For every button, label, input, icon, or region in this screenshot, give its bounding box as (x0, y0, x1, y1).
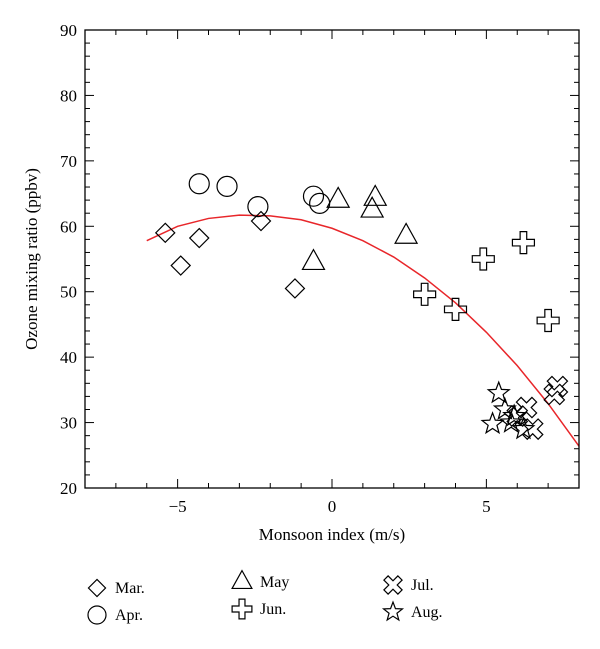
data-point-aug (486, 380, 511, 404)
y-tick-label: 90 (60, 21, 77, 40)
data-point-mar (154, 222, 176, 244)
x-axis-label: Monsoon index (m/s) (259, 525, 405, 544)
data-point-mar (188, 227, 210, 249)
legend-item-apr: Apr. (87, 605, 143, 625)
data-point-jul (521, 418, 544, 441)
series-jun (413, 231, 560, 333)
legend-item-jul: Jul. (383, 575, 434, 595)
data-point-jun (511, 231, 536, 255)
legend-marker-jul (383, 575, 403, 595)
legend-item-mar: Mar. (87, 578, 145, 598)
x-tick-label: 5 (482, 497, 491, 516)
y-tick-label: 20 (60, 479, 77, 498)
data-point-jun (536, 308, 560, 333)
fit-curve-line (146, 214, 580, 447)
x-tick-label: −5 (169, 497, 187, 516)
y-tick-label: 70 (60, 152, 77, 171)
data-point-jun (471, 247, 495, 271)
series-apr (188, 173, 331, 218)
legend: Mar. Apr. May Jun. Jul. Aug. (87, 569, 443, 625)
data-point-mar (250, 210, 272, 232)
legend-item-jun: Jun. (231, 598, 286, 620)
legend-marker-jun (231, 598, 253, 620)
data-point-apr (302, 185, 325, 207)
legend-label-jul: Jul. (411, 577, 434, 594)
data-point-jul (543, 383, 566, 406)
legend-label-apr: Apr. (115, 607, 143, 624)
y-tick-label: 80 (60, 86, 77, 105)
legend-item-aug: Aug. (381, 600, 443, 622)
legend-item-may: May (231, 569, 289, 591)
data-point-apr (247, 196, 269, 218)
data-point-aug (511, 416, 536, 440)
data-point-jul (515, 396, 538, 419)
data-point-jun (443, 297, 468, 321)
legend-label-jun: Jun. (260, 601, 286, 618)
data-point-mar (170, 255, 192, 276)
legend-label-may: May (260, 574, 289, 591)
x-tick-label: 0 (328, 497, 337, 516)
data-point-may (394, 222, 419, 244)
data-point-may (301, 248, 326, 271)
data-point-aug (498, 409, 524, 433)
data-point-jun (413, 282, 437, 306)
legend-label-mar: Mar. (115, 580, 145, 597)
series-may (301, 184, 419, 271)
y-tick-label: 60 (60, 217, 77, 236)
series-mar (154, 210, 306, 299)
series-aug (480, 380, 536, 440)
series-jul (506, 375, 569, 441)
legend-marker-mar (87, 578, 107, 598)
data-point-may (326, 186, 351, 208)
legend-marker-apr (87, 605, 107, 625)
data-point-aug (480, 411, 505, 435)
data-point-mar (284, 278, 306, 299)
data-point-apr (216, 175, 238, 197)
legend-marker-aug (381, 600, 405, 622)
y-tick-label: 50 (60, 283, 77, 302)
legend-label-aug: Aug. (411, 604, 443, 621)
legend-marker-may (231, 569, 253, 590)
data-point-aug (502, 403, 527, 427)
data-point-may (363, 184, 388, 206)
data-point-apr (188, 173, 210, 195)
y-tick-label: 40 (60, 348, 77, 367)
y-axis-label: Ozone mixing ratio (ppbv) (22, 168, 41, 350)
y-tick-label: 30 (60, 414, 77, 433)
data-point-may (360, 196, 385, 218)
